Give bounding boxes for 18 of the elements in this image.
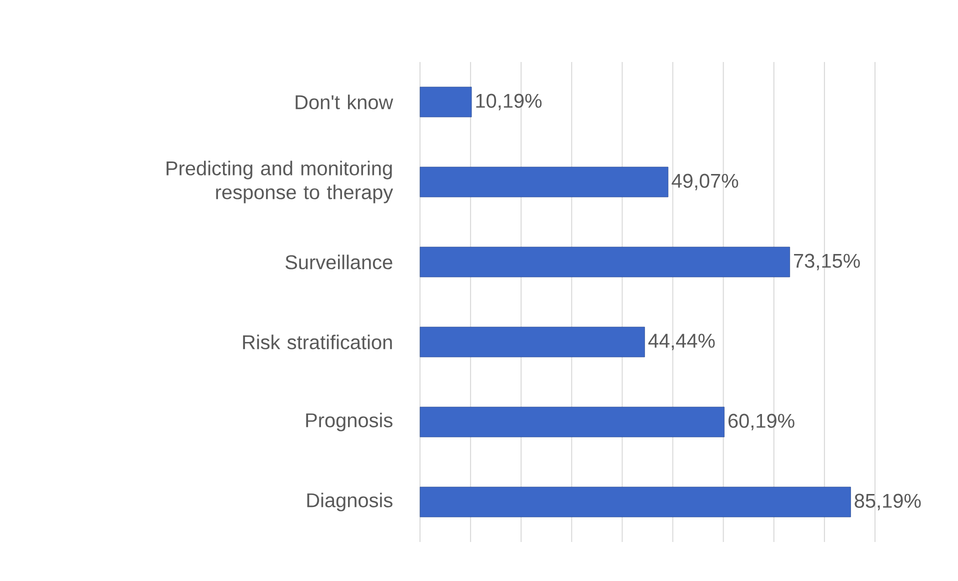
bar [420, 406, 724, 438]
y-tick-label: Risk stratification [243, 334, 392, 350]
y-tick-label: Predicting and monitoring response to therapy [166, 160, 394, 204]
data-label: 44,44% [648, 334, 715, 350]
y-tick-label: Surveillance [286, 254, 392, 270]
bar [420, 246, 790, 278]
y-tick-label: Diagnosis [307, 492, 392, 512]
data-label: 85,19% [854, 494, 921, 510]
bar [420, 166, 668, 198]
y-tick-label: Don't know [296, 94, 394, 110]
data-label: 10,19% [476, 94, 542, 110]
y-tick-label: Prognosis [306, 412, 392, 432]
bar [420, 486, 851, 518]
bar [420, 326, 645, 358]
data-label: 60,19% [728, 414, 794, 430]
data-label: 49,07% [672, 174, 738, 190]
data-label: 73,15% [794, 254, 860, 270]
bar [420, 86, 472, 118]
